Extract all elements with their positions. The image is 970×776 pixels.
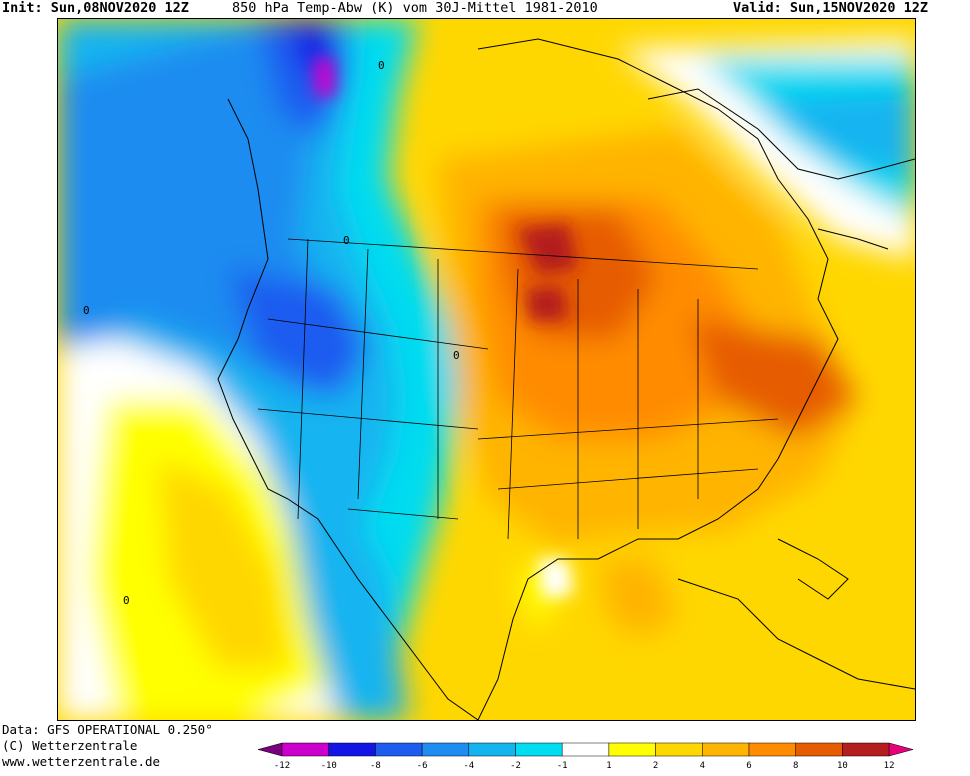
legend-tick-label: 12 [884,761,895,771]
legend-tick-label: -6 [417,761,428,771]
legend-swatch [515,742,563,757]
legend-swatch [468,742,516,757]
legend-arrow-high [888,742,915,757]
legend-swatch [655,742,703,757]
init-time-label: Init: Sun,08NOV2020 12Z [2,0,189,16]
zero-label: 0 [343,234,350,247]
copyright-label: (C) Wetterzentrale [2,738,138,753]
legend-tick-label: -8 [370,761,381,771]
anomaly-field-extremes [313,57,578,599]
legend-swatch [561,742,610,757]
legend-tick-label: -4 [463,761,474,771]
legend-swatch [842,742,890,757]
map-canvas: 0 0 0 0 0 [58,19,915,720]
legend-swatch [702,742,750,757]
anomaly-field [58,19,915,720]
legend-swatch [795,742,843,757]
legend-swatch [608,742,656,757]
legend-swatch [328,742,376,757]
website-label: www.wetterzentrale.de [2,754,161,769]
coastline-outline [217,38,915,720]
legend-swatch [375,742,423,757]
zero-label: 0 [378,59,385,72]
zero-label: 0 [83,304,90,317]
temperature-anomaly-map: 0 0 0 0 0 [57,18,916,721]
legend-tick-label: -10 [321,761,337,771]
legend-arrow-low [258,742,283,757]
zero-label: 0 [123,594,130,607]
legend-tick-label: 10 [837,761,848,771]
legend-tick-label: 1 [606,761,611,771]
valid-time-label: Valid: Sun,15NOV2020 12Z [733,0,929,16]
legend-swatch [281,742,329,757]
legend-tick-label: 8 [793,761,798,771]
zero-contour-labels: 0 0 0 0 0 [83,59,460,607]
legend-tick-label: 6 [746,761,751,771]
legend-tick-label: -2 [510,761,521,771]
legend-swatch [748,742,796,757]
color-legend: -12 -10 -8 -6 -4 -2 -1 1 2 4 6 8 10 12 [258,742,915,771]
state-borders [257,238,779,540]
legend-tick-label: 2 [653,761,658,771]
legend-tick-label: 4 [700,761,705,771]
legend-tick-label: -12 [274,761,290,771]
legend-tick-label: -1 [557,761,568,771]
legend-swatch [421,742,470,757]
data-source-label: Data: GFS OPERATIONAL 0.250° [2,722,213,737]
zero-label: 0 [453,349,460,362]
map-title: 850 hPa Temp-Abw (K) vom 30J-Mittel 1981… [232,0,598,16]
